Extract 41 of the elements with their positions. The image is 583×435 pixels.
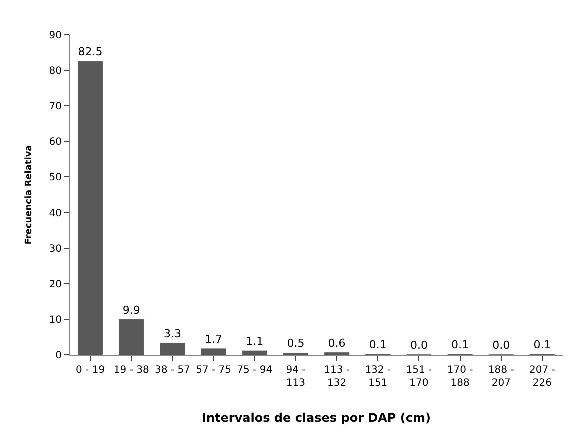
x-tick-label: 151 - 170 — [406, 365, 433, 389]
bar — [242, 350, 268, 355]
y-axis-title: Frecuencia Relativa — [24, 145, 35, 245]
y-tick-label: 50 — [49, 172, 62, 184]
x-tick-label: 207 - 226 — [530, 365, 556, 389]
data-label: 82.5 — [78, 46, 103, 59]
y-tick-label: 60 — [49, 137, 62, 148]
data-label: 0.5 — [287, 337, 305, 350]
y-tick-label: 90 — [49, 30, 62, 42]
data-label: 1.7 — [205, 332, 223, 346]
bar — [201, 348, 226, 355]
y-tick-label: 0 — [56, 350, 62, 362]
bar — [160, 343, 186, 355]
data-label: 0.0 — [492, 339, 510, 352]
x-axis-title: Intervalos de clases por DAP (cm) — [202, 410, 431, 425]
x-tick-label: 188 - 207 — [488, 365, 515, 389]
x-tick-label: 75 - 94 — [237, 365, 273, 376]
bar — [119, 320, 144, 355]
data-label: 3.3 — [164, 327, 182, 340]
data-label: 0.1 — [369, 338, 387, 352]
data-label: 1.1 — [246, 335, 264, 348]
data-label: 0.6 — [328, 336, 346, 350]
x-tick-label: 132 - 151 — [365, 365, 392, 389]
data-label: 0.1 — [534, 338, 552, 352]
x-tick-label: 0 - 19 — [76, 365, 106, 376]
y-tick-label: 10 — [49, 314, 62, 326]
data-label: 0.0 — [410, 339, 428, 352]
y-tick-label: 30 — [49, 244, 62, 255]
x-tick-label: 94 - 113 — [286, 365, 306, 389]
data-label: 0.1 — [452, 338, 470, 352]
x-tick-label: 38 - 57 — [155, 365, 190, 376]
x-tick-label: 170 - 188 — [447, 365, 474, 389]
data-label: 9.9 — [122, 304, 140, 317]
x-tick-label: 19 - 38 — [114, 365, 150, 376]
y-tick-label: 40 — [49, 208, 62, 220]
bar — [78, 61, 104, 355]
x-tick-label: 57 - 75 — [196, 365, 232, 376]
y-tick-label: 20 — [49, 279, 62, 290]
y-tick-label: 70 — [49, 102, 62, 113]
x-tick-label: 113 - 132 — [324, 365, 350, 389]
y-tick-label: 80 — [49, 66, 62, 78]
